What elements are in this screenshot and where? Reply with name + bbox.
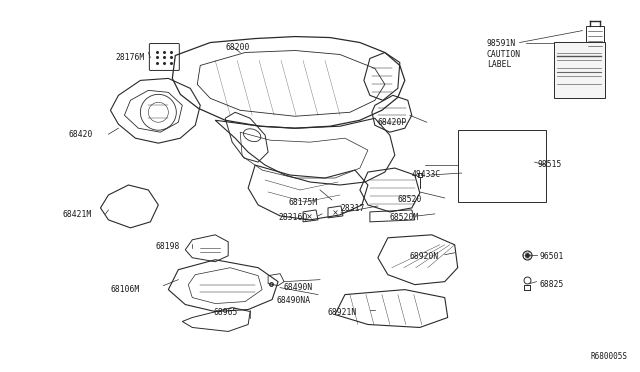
FancyBboxPatch shape	[554, 42, 605, 98]
Text: 98515: 98515	[538, 160, 562, 169]
Text: 68965: 68965	[213, 308, 237, 317]
Text: 68420: 68420	[68, 130, 93, 139]
Text: 96501: 96501	[540, 252, 564, 261]
Text: 28317: 28317	[340, 204, 364, 213]
Text: 68200: 68200	[225, 42, 250, 52]
Text: 68175M: 68175M	[288, 198, 317, 207]
Text: 68920N: 68920N	[410, 252, 439, 261]
Text: 68420P: 68420P	[378, 118, 407, 127]
Text: 48433C: 48433C	[412, 170, 441, 179]
Text: 68520M: 68520M	[390, 213, 419, 222]
Text: 28176M: 28176M	[115, 52, 145, 61]
Text: 68106M: 68106M	[111, 285, 140, 294]
Text: LABEL: LABEL	[486, 61, 511, 70]
Text: 68825: 68825	[540, 280, 564, 289]
Text: 98591N: 98591N	[486, 39, 516, 48]
Text: 68490NA: 68490NA	[276, 296, 310, 305]
Text: 68921N: 68921N	[328, 308, 357, 317]
Bar	[586, 26, 604, 55]
Text: 68490N: 68490N	[283, 283, 312, 292]
Text: 68421M: 68421M	[63, 210, 92, 219]
Text: 68520: 68520	[398, 195, 422, 204]
Bar	[458, 130, 545, 202]
Text: 28316Q: 28316Q	[278, 213, 307, 222]
Text: 68198: 68198	[156, 242, 180, 251]
Text: CAUTION: CAUTION	[486, 49, 521, 58]
Text: R680005S: R680005S	[590, 352, 627, 361]
